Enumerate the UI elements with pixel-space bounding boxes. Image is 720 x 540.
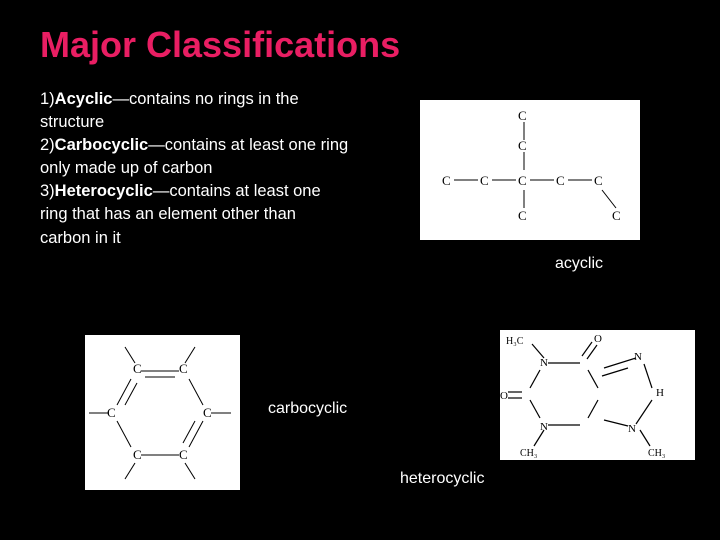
svg-text:O: O bbox=[594, 333, 602, 345]
svg-text:C: C bbox=[518, 173, 527, 188]
svg-text:N: N bbox=[634, 351, 642, 363]
svg-text:N: N bbox=[540, 421, 548, 433]
svg-text:C: C bbox=[556, 173, 565, 188]
svg-text:H: H bbox=[656, 387, 664, 399]
svg-text:CH₃: CH₃ bbox=[520, 448, 537, 459]
svg-text:C: C bbox=[179, 361, 188, 376]
acyclic-diagram: C C C C C C C C C bbox=[420, 100, 640, 240]
acyclic-svg: C C C C C C C C C bbox=[420, 100, 640, 240]
carbocyclic-label: carbocyclic bbox=[268, 400, 347, 418]
svg-text:C: C bbox=[518, 108, 527, 123]
svg-text:C: C bbox=[179, 447, 188, 462]
def2-term: Carbocyclic bbox=[55, 136, 149, 154]
svg-text:H₃C: H₃C bbox=[506, 336, 524, 347]
svg-text:C: C bbox=[480, 173, 489, 188]
svg-text:C: C bbox=[133, 447, 142, 462]
svg-text:O: O bbox=[500, 390, 508, 402]
svg-text:N: N bbox=[628, 423, 636, 435]
acyclic-label: acyclic bbox=[555, 255, 603, 273]
heterocyclic-diagram: N N N N O O H₃C CH₃ CH₃ H bbox=[500, 330, 695, 460]
svg-text:CH₃: CH₃ bbox=[648, 448, 665, 459]
svg-text:C: C bbox=[203, 405, 212, 420]
svg-text:C: C bbox=[133, 361, 142, 376]
carbocyclic-svg: C C C C C C bbox=[85, 335, 240, 490]
def2-num: 2) bbox=[40, 136, 55, 154]
heterocyclic-svg: N N N N O O H₃C CH₃ CH₃ H bbox=[500, 330, 695, 460]
page-title: Major Classifications bbox=[40, 24, 680, 66]
svg-text:C: C bbox=[594, 173, 603, 188]
svg-text:C: C bbox=[518, 208, 527, 223]
def3-term: Heterocyclic bbox=[55, 182, 153, 200]
svg-text:C: C bbox=[518, 138, 527, 153]
svg-text:C: C bbox=[612, 208, 621, 223]
svg-text:C: C bbox=[442, 173, 451, 188]
def1-num: 1) bbox=[40, 90, 55, 108]
definitions-block: 1)Acyclic—contains no rings in the struc… bbox=[40, 88, 350, 250]
heterocyclic-label: heterocyclic bbox=[400, 470, 484, 488]
def1-term: Acyclic bbox=[55, 90, 113, 108]
carbocyclic-diagram: C C C C C C bbox=[85, 335, 240, 490]
def3-num: 3) bbox=[40, 182, 55, 200]
svg-text:N: N bbox=[540, 357, 548, 369]
svg-text:C: C bbox=[107, 405, 116, 420]
slide-container: Major Classifications 1)Acyclic—contains… bbox=[0, 0, 720, 540]
